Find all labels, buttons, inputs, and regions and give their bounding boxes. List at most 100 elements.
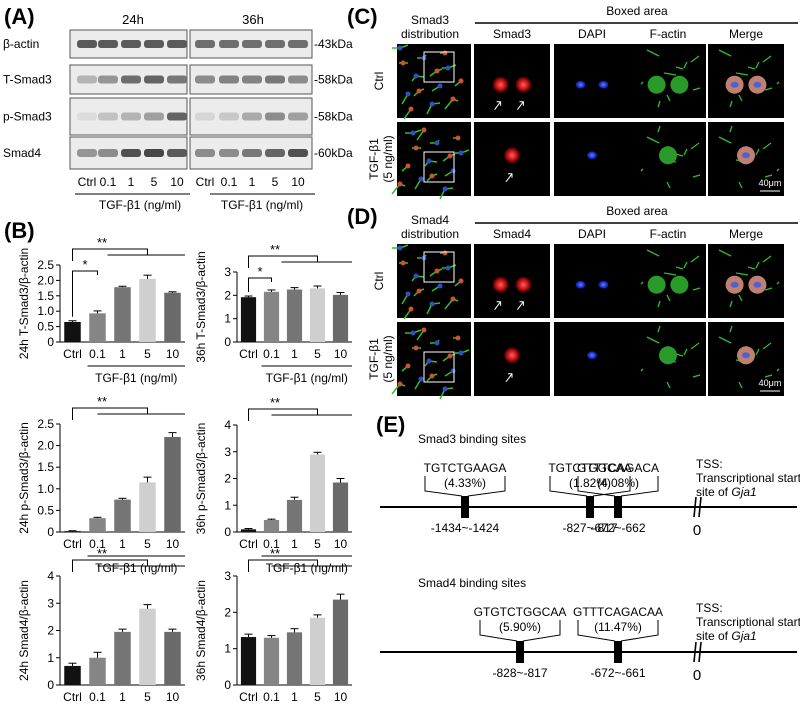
x-tick-label: 0.1 [263,347,280,361]
y-tick-label: 1 [224,642,231,656]
blot-band [144,112,164,121]
binding-percentage: (1.82%) [569,476,611,490]
binding-site-marker [586,496,594,518]
blot-band [219,75,239,84]
blot-band [195,75,215,84]
bar [309,288,326,342]
row-label-tgf: TGF-β1 [367,338,381,380]
merge-channel-image [708,322,784,396]
chart-c36s4: 0 1 2 3 36h Smad4/β-actin Ctrl 0.1 1 5 10 TGF-β1 (… [194,546,352,704]
y-tick-label: 4 [224,418,231,432]
panel-c-label: (C) [347,4,378,29]
binding-sites-title: Smad4 binding sites [418,576,526,590]
lane-label: 5 [272,175,279,189]
blot-band [98,75,118,84]
x-tick-label: 1 [119,690,126,702]
blot-band [98,40,118,48]
site-callout [577,476,659,497]
channel-header: DAPI [578,227,606,241]
lane-label: Ctrl [196,175,215,189]
x-axis-label: TGF-β1 (ng/ml) [95,371,177,385]
tss-zero: 0 [693,667,701,684]
arrow-marker [517,101,524,111]
chart-c24s4: 0 1 2 3 4 24h Smad4/β-actin Ctrl 0.1 1 5 10 TGF-β1 … [17,546,185,704]
bar [286,632,303,685]
y-tick-label: 3 [224,569,231,583]
bar [164,631,181,685]
blot-band [288,149,308,157]
binding-sites-title: Smad3 binding sites [418,432,526,446]
bar [89,518,106,532]
smad-channel-image [474,44,550,118]
x-tick-label: 0.1 [89,537,106,551]
y-tick-label: 2.0 [37,439,54,453]
distribution-header: Smad3 [411,13,449,27]
bar [332,482,349,532]
channel-header: Merge [729,227,763,241]
blot-band [242,40,262,48]
bar [89,313,106,342]
binding-position: -672~-661 [590,666,645,680]
x-tick-label: 5 [314,537,321,551]
chart-c24p: 0 0.5 1.0 1.5 2.0 2.5 24h p-Smad3/β-actin Ctrl 0… [17,394,185,575]
x-tick-label: 5 [314,690,321,702]
distribution-header: distribution [401,27,459,41]
x-tick-label: 10 [166,690,180,702]
boxed-area-header: Boxed area [606,4,668,18]
lane-label: 5 [151,175,158,189]
x-tick-label: Ctrl [239,690,258,702]
blot-band [265,75,285,84]
smad-channel-image [474,322,550,396]
blot-band [265,149,285,157]
scale-bar-label: 40μm [759,178,782,188]
y-tick-label: 2.5 [37,417,54,431]
bar [164,292,181,342]
y-tick-label: 2 [47,624,54,638]
x-tick-label: Ctrl [63,537,82,551]
bar [240,529,257,532]
blot-band [98,112,118,121]
y-tick-label: 1 [47,651,54,665]
row-label-ctrl: Ctrl [372,72,386,91]
lane-label: 10 [291,175,305,189]
panel-e-label: (E) [376,412,405,437]
merge-channel-image [708,44,784,118]
chart-c24t: 00.5 1.01.5 2.02.5 24h T-Smad3/β-actin Ctrl 0… [17,235,185,385]
blot-band [144,40,164,48]
bar [286,289,303,342]
binding-percentage: (5.90%) [499,620,541,634]
overview-image [392,44,471,120]
x-tick-label: 1 [119,537,126,551]
bar [309,454,326,532]
binding-sequence: TGTCTGGCAA [548,461,631,475]
sig-marker: ** [97,235,107,250]
x-tick-label: Ctrl [63,690,82,702]
arrow-marker [505,173,513,183]
bar [139,482,156,532]
y-axis-label: 24h p-Smad3/β-actin [17,422,31,534]
row-label-ctrl: Ctrl [372,272,386,291]
time-label-36h: 36h [242,12,264,27]
distribution-header: distribution [401,227,459,241]
blot-band [219,40,239,48]
y-tick-label: 2.0 [37,273,54,287]
bar [286,499,303,532]
binding-sequence: GTGTCTGGCAA [474,605,567,619]
lane-label: 0.1 [221,175,238,189]
binding-position: -827~-817 [562,521,617,535]
x-axis-label: TGF-β1 (ng/ml) [95,561,177,575]
dapi-channel-image [554,322,630,396]
y-tick-label: 3 [47,596,54,610]
x-tick-label: 10 [334,537,348,551]
y-tick-label: 4 [47,569,54,583]
binding-position: -1434~-1424 [431,521,500,535]
y-tick-label: 1.5 [37,460,54,474]
blot-band [195,40,215,48]
overview-image [391,122,471,200]
western-blot: β-actin -43kDa T-Smad3 -58kDa p-Smad3 -58kDa S… [3,29,353,170]
x-tick-label: 0.1 [89,690,106,702]
bar [309,617,326,685]
binding-site-marker [614,496,622,518]
y-tick-label: 3 [224,265,231,279]
